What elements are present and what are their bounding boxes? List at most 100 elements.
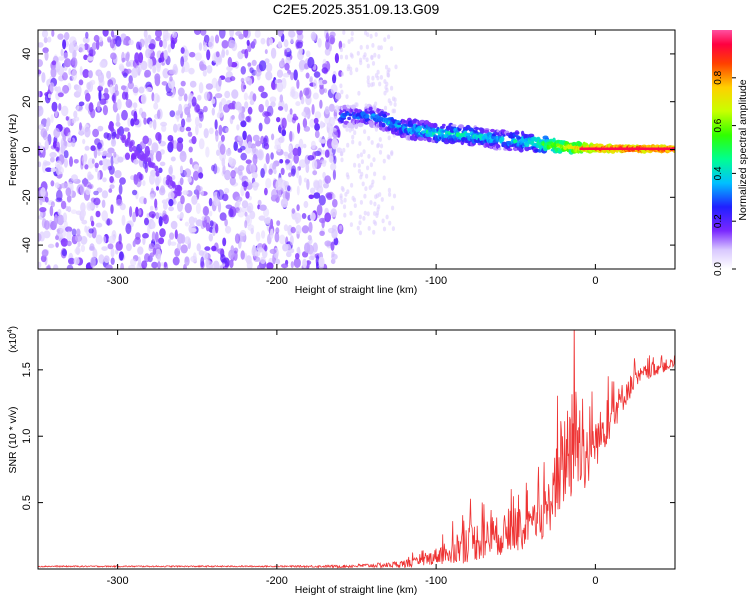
noise-blob: [303, 177, 308, 183]
noise-blob: [156, 109, 161, 120]
noise-blob: [331, 251, 335, 258]
noise-blob: [274, 138, 282, 148]
noise-blob: [243, 30, 249, 38]
signal-mark: [490, 128, 495, 133]
noise-blob: [108, 188, 113, 193]
noise-blob: [95, 210, 101, 218]
noise-blob: [193, 30, 202, 35]
noise-blob: [84, 145, 90, 151]
noise-blob: [203, 215, 211, 224]
noise-blob: [115, 35, 122, 47]
noise-blob: [376, 69, 380, 75]
noise-blob: [322, 79, 328, 85]
noise-blob: [229, 76, 236, 82]
noise-blob: [110, 121, 114, 128]
noise-blob: [276, 79, 283, 84]
noise-blob: [258, 122, 263, 132]
noise-blob: [191, 195, 198, 205]
noise-blob: [64, 226, 73, 233]
noise-blob: [247, 62, 252, 67]
noise-blob: [343, 197, 347, 203]
noise-blob: [264, 49, 268, 55]
noise-blob: [318, 195, 326, 206]
noise-blob: [288, 172, 292, 178]
noise-blob: [151, 261, 159, 269]
noise-blob: [102, 105, 108, 116]
noise-blob: [253, 181, 257, 187]
noise-blob: [305, 163, 310, 174]
noise-blob: [184, 106, 191, 116]
noise-blob: [249, 163, 256, 173]
noise-blob: [163, 49, 168, 60]
noise-blob: [203, 44, 208, 52]
noise-blob: [358, 141, 362, 146]
noise-blob: [262, 111, 270, 118]
noise-blob: [310, 250, 316, 261]
noise-blob: [106, 152, 113, 158]
noise-blob: [98, 70, 102, 78]
noise-blob: [360, 159, 364, 165]
noise-blob: [227, 56, 233, 68]
noise-blob: [55, 242, 59, 248]
noise-blob: [378, 137, 382, 142]
noise-blob: [50, 180, 55, 187]
noise-blob: [170, 39, 175, 50]
noise-blob: [206, 260, 213, 269]
noise-blob: [185, 117, 192, 123]
signal-mark: [417, 136, 424, 141]
noise-blob: [103, 255, 110, 263]
noise-blob: [224, 169, 231, 181]
noise-blob: [344, 54, 349, 60]
spectrogram-plot: [37, 29, 676, 270]
noise-blob: [125, 52, 130, 62]
signal-mark: [465, 132, 471, 137]
noise-blob: [156, 61, 161, 73]
noise-blob: [295, 101, 301, 107]
noise-blob: [247, 224, 255, 231]
y-tick-label: 0: [21, 146, 33, 152]
noise-blob: [98, 89, 102, 101]
noise-blob: [115, 241, 123, 251]
noise-blob: [44, 50, 49, 61]
noise-blob: [225, 225, 232, 234]
noise-blob: [218, 77, 222, 87]
noise-blob: [88, 49, 96, 57]
noise-blob: [43, 37, 48, 44]
noise-blob: [290, 261, 294, 269]
noise-blob: [213, 163, 218, 175]
noise-blob: [342, 43, 346, 48]
noise-blob: [234, 101, 242, 111]
noise-blob: [44, 161, 51, 166]
signal-mark: [366, 114, 370, 119]
noise-blob: [311, 159, 318, 171]
noise-blob: [332, 193, 336, 200]
noise-blob: [224, 90, 231, 99]
noise-blob: [264, 187, 268, 196]
noise-blob: [231, 89, 239, 99]
noise-blob: [141, 111, 147, 119]
noise-blob: [330, 241, 335, 251]
noise-blob: [114, 170, 122, 179]
noise-blob: [272, 163, 277, 170]
noise-blob: [393, 102, 397, 107]
noise-blob: [265, 99, 269, 108]
noise-blob: [340, 157, 344, 163]
noise-blob: [180, 234, 186, 244]
noise-blob: [41, 30, 49, 38]
noise-blob: [55, 197, 63, 203]
noise-blob: [247, 106, 253, 115]
noise-blob: [54, 109, 58, 118]
noise-blob: [38, 69, 42, 75]
noise-blob: [221, 49, 226, 58]
y-tick-label: 20: [21, 96, 33, 108]
noise-blob: [332, 74, 337, 84]
noise-blob: [176, 242, 182, 252]
noise-blob: [51, 30, 55, 37]
noise-blob: [142, 232, 149, 239]
noise-blob: [214, 119, 218, 130]
noise-blob: [344, 192, 348, 197]
noise-blob: [324, 240, 332, 247]
noise-blob: [59, 228, 67, 239]
noise-blob: [328, 103, 335, 112]
noise-blob: [148, 243, 155, 249]
